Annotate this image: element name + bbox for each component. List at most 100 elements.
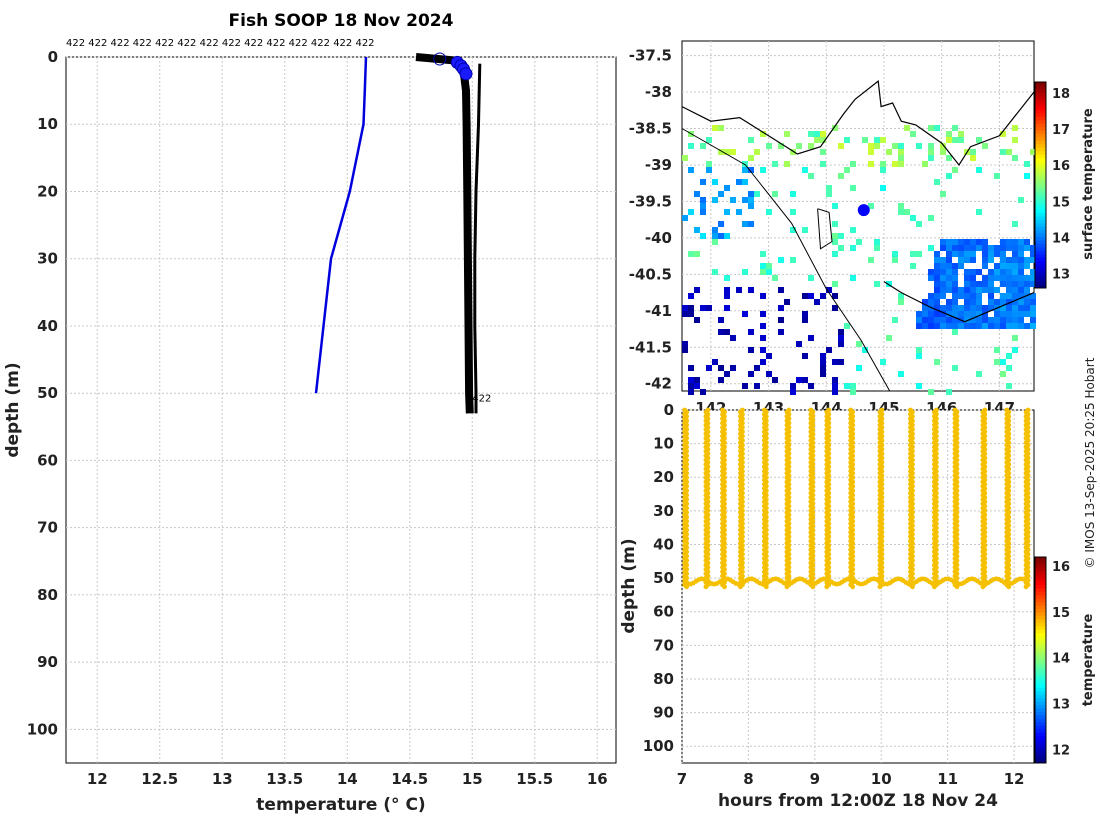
sst-pixel — [934, 311, 940, 317]
sst-pixel — [778, 317, 784, 323]
sst-pixel — [802, 317, 808, 323]
depth-time-colorbar-band — [1035, 704, 1046, 709]
sst-pixel — [922, 161, 928, 167]
sst-pixel — [892, 161, 898, 167]
sst-pixel — [970, 323, 976, 329]
sst-pixel — [886, 149, 892, 155]
top-cast-labels: 422 422 422 422 422 422 422 422 422 422 … — [66, 38, 375, 49]
sst-pixel — [946, 155, 952, 161]
sst-pixel — [970, 293, 976, 299]
sst-pixel — [718, 221, 724, 227]
sst-pixel — [1024, 305, 1030, 311]
depth-time-colorbar-band — [1035, 615, 1046, 620]
sst-pixel — [1006, 281, 1012, 287]
sst-pixel — [796, 143, 802, 149]
sst-pixel — [934, 317, 940, 323]
sst-pixel — [712, 197, 718, 203]
sst-pixel — [928, 155, 934, 161]
sst-pixel — [1018, 257, 1024, 263]
sst-pixel — [958, 305, 964, 311]
sst-pixel — [940, 239, 946, 245]
sst-pixel — [778, 257, 784, 263]
sst-pixel — [868, 257, 874, 263]
depth-time-colorbar-band — [1035, 649, 1046, 654]
sst-pixel — [946, 305, 952, 311]
sst-pixel — [874, 137, 880, 143]
sst-pixel — [772, 161, 778, 167]
sst-pixel — [844, 167, 850, 173]
sst-pixel — [712, 179, 718, 185]
sst-pixel — [988, 287, 994, 293]
sst-pixel — [994, 251, 1000, 257]
depth-time-colorbar-band — [1035, 646, 1046, 651]
sst-pixel — [1012, 269, 1018, 275]
sst-pixel — [1006, 245, 1012, 251]
sst-pixel — [940, 269, 946, 275]
map-colorbar: 13 14 15 16 17 18 — [1034, 81, 1070, 289]
depth-time-colorbar-band — [1035, 725, 1046, 730]
sst-pixel — [1000, 371, 1006, 377]
sst-pixel — [928, 311, 934, 317]
sst-pixel — [1018, 239, 1024, 245]
sst-pixel — [892, 143, 898, 149]
sst-pixel — [712, 227, 718, 233]
depth-time-colorbar-tick-label: 14 — [1052, 652, 1070, 667]
depth-time-colorbar-band — [1035, 708, 1046, 712]
sst-pixel — [982, 239, 988, 245]
sst-pixel — [712, 233, 718, 239]
depth-time-colorbar-band — [1035, 673, 1046, 678]
depth-time-colorbar-label: temperature — [1081, 614, 1096, 707]
sst-pixel — [1006, 323, 1012, 329]
sst-pixel — [934, 275, 940, 281]
map-colorbar-band — [1035, 136, 1046, 141]
depth-time-colorbar-band — [1035, 680, 1046, 685]
sst-pixel — [940, 143, 946, 149]
depth-time-colorbar-band — [1035, 574, 1046, 579]
sst-pixel — [1024, 323, 1030, 329]
sst-pixel — [1018, 269, 1024, 275]
sst-pixel — [1024, 299, 1030, 305]
map-colorbar-band — [1035, 150, 1046, 155]
profile-plot-area — [65, 56, 617, 764]
sst-pixel — [1006, 311, 1012, 317]
depth-time-colorbar-band — [1035, 563, 1046, 568]
sst-pixel — [952, 275, 958, 281]
sst-pixel — [1012, 317, 1018, 323]
profile-y-tick-label: 0 — [48, 48, 58, 66]
depth-time-colorbar-band — [1035, 663, 1046, 668]
sst-pixel — [700, 209, 706, 215]
sst-pixel — [862, 347, 868, 353]
sst-pixel — [832, 389, 838, 395]
sst-pixel — [898, 209, 904, 215]
sst-pixel — [910, 251, 916, 257]
sst-pixel — [1012, 305, 1018, 311]
sst-pixel — [1006, 269, 1012, 275]
sst-pixel — [940, 311, 946, 317]
sst-pixel — [682, 155, 688, 161]
depth-time-colorbar-band — [1035, 756, 1046, 761]
sst-pixel — [1012, 281, 1018, 287]
sst-pixel — [688, 383, 694, 389]
sst-pixel — [718, 329, 724, 335]
sst-pixel — [700, 305, 706, 311]
sst-pixel — [754, 383, 760, 389]
sst-pixel — [964, 275, 970, 281]
sst-pixel — [898, 149, 904, 155]
sst-pixel — [688, 251, 694, 257]
sst-pixel — [1018, 299, 1024, 305]
sst-pixel — [994, 299, 1000, 305]
sst-pixel — [982, 251, 988, 257]
sst-pixel — [982, 287, 988, 293]
map-colorbar-band — [1035, 253, 1046, 258]
map-colorbar-band — [1035, 119, 1046, 124]
sst-pixel — [964, 269, 970, 275]
depth-time-colorbar-band — [1035, 749, 1046, 754]
sst-pixel — [802, 167, 808, 173]
sst-pixel — [814, 299, 820, 305]
sst-pixel — [772, 377, 778, 383]
sst-pixel — [694, 191, 700, 197]
sst-pixel — [976, 293, 982, 299]
sst-pixel — [748, 347, 754, 353]
sst-pixel — [1000, 311, 1006, 317]
profile-x-tick-label: 15 — [462, 770, 483, 788]
